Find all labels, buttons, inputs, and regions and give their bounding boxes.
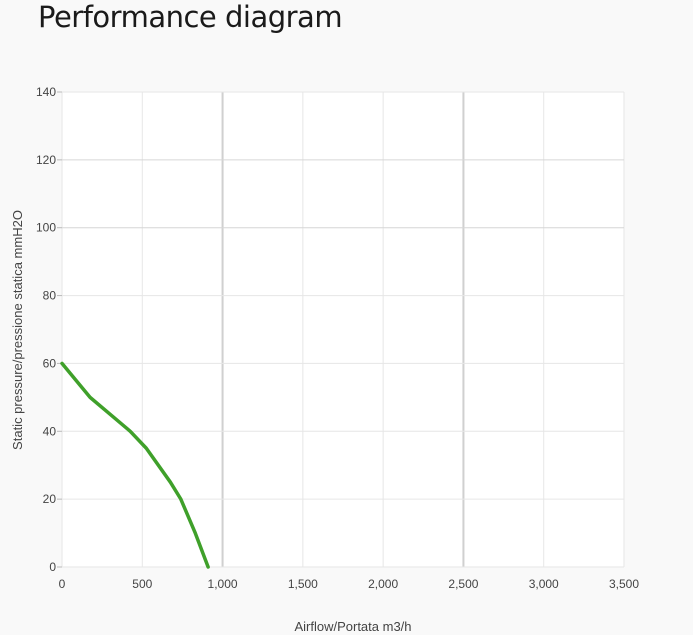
x-tick-label: 3,500 — [609, 577, 639, 591]
x-axis-label: Airflow/Portata m3/h — [294, 619, 411, 634]
y-tick-label: 60 — [43, 356, 57, 370]
x-tick-label: 500 — [132, 577, 152, 591]
x-tick-label: 3,000 — [529, 577, 559, 591]
y-tick-label: 40 — [43, 424, 57, 438]
page-title: Performance diagram — [38, 0, 343, 34]
x-tick-label: 1,000 — [208, 577, 238, 591]
x-tick-label: 1,500 — [288, 577, 318, 591]
y-tick-label: 80 — [43, 289, 57, 303]
y-tick-label: 100 — [36, 221, 56, 235]
y-axis-label: Static pressure/pressione statica mmH2O — [10, 210, 25, 450]
x-tick-label: 2,500 — [448, 577, 478, 591]
y-tick-label: 20 — [43, 492, 57, 506]
y-tick-label: 0 — [49, 560, 56, 574]
x-tick-label: 0 — [59, 577, 66, 591]
y-tick-label: 120 — [36, 153, 56, 167]
x-tick-label: 2,000 — [368, 577, 398, 591]
plot-area — [62, 92, 624, 567]
y-tick-label: 140 — [36, 85, 56, 99]
